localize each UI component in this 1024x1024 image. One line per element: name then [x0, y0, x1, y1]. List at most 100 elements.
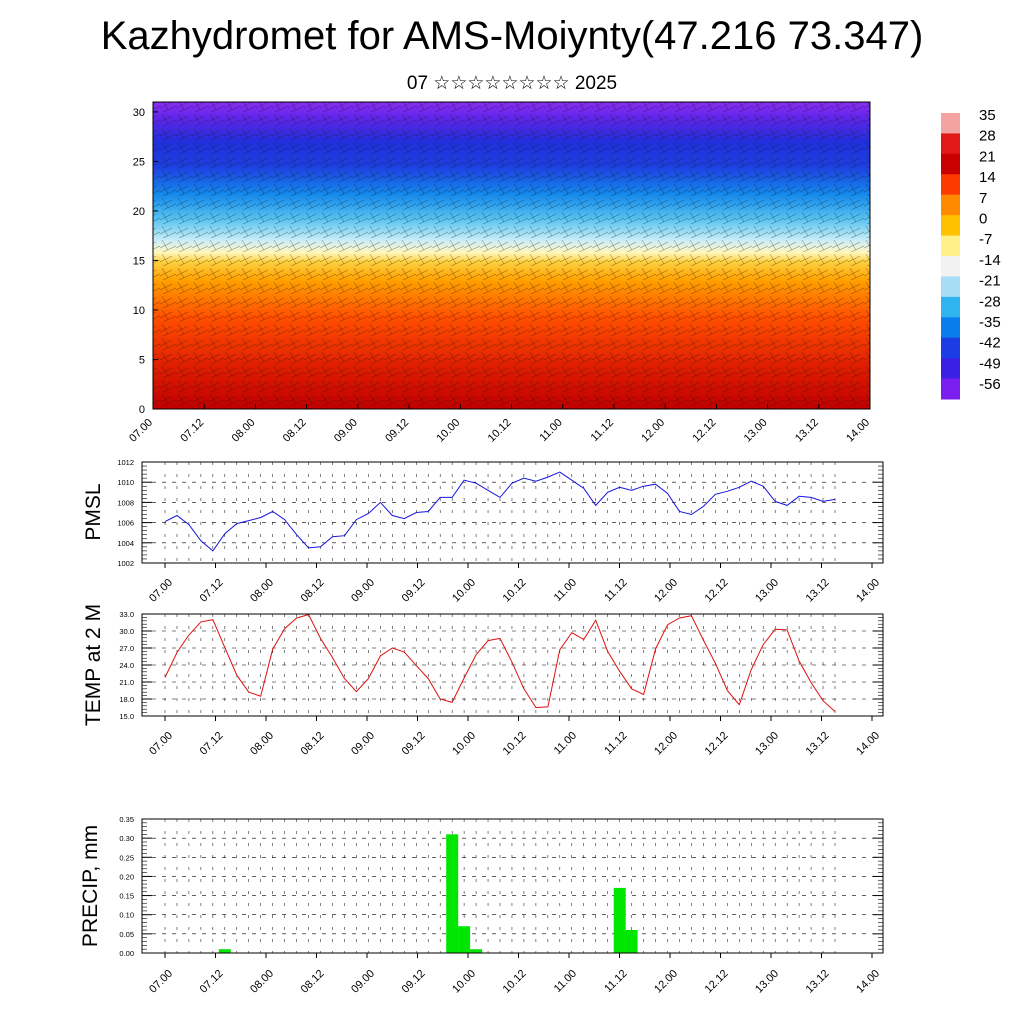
- pmsl-xtick-label: 09.00: [349, 577, 377, 605]
- temp-xtick-label: 09.00: [349, 730, 377, 758]
- precip-xtick-label: 07.00: [147, 968, 175, 996]
- section-xtick-label: 08.12: [281, 417, 309, 445]
- section-xtick-label: 14.00: [844, 417, 872, 445]
- colorbar-label: 7: [979, 190, 987, 207]
- pmsl-xtick-label: 14.00: [854, 577, 882, 605]
- temp-ylabel: TEMP at 2 M: [82, 604, 105, 726]
- precip-panel: 0.00 0.05 0.10 0.15 0.20 0.25 0.30 0.35 07.00 07…: [79, 815, 884, 996]
- section-ytick-label: 5: [139, 354, 145, 366]
- colorbar-label: 14: [979, 169, 996, 186]
- section-ytick-label: 0: [139, 404, 145, 416]
- precip-xtick-label: 13.12: [804, 968, 832, 996]
- temp-xtick-label: 12.12: [703, 730, 731, 758]
- pmsl-xtick-label: 12.00: [652, 577, 680, 605]
- colorbar-swatch: [941, 113, 960, 134]
- precip-ytick-label: 0.20: [119, 872, 134, 881]
- colorbar-label: 21: [979, 148, 996, 165]
- section-xtick-label: 07.00: [127, 417, 155, 445]
- colorbar-label: -21: [979, 273, 1001, 290]
- pmsl-xtick-label: 11.00: [552, 577, 579, 604]
- colorbar-label: -7: [979, 231, 992, 248]
- precip-ytick-label: 0.30: [119, 834, 134, 843]
- section-xtick-label: 10.00: [434, 417, 462, 445]
- pmsl-ytick-label: 1012: [117, 458, 134, 467]
- section-xtick-label: 12.12: [691, 417, 719, 445]
- precip-xtick-label: 13.00: [753, 968, 781, 996]
- section-ytick-label: 15: [133, 255, 145, 267]
- colorbar-label: 35: [979, 107, 996, 124]
- colorbar-swatch: [941, 215, 960, 237]
- pmsl-ytick-label: 1010: [117, 478, 134, 487]
- temp-xtick-label: 11.00: [552, 730, 579, 757]
- section-ytick-label: 30: [133, 107, 145, 119]
- section-ytick-label: 20: [133, 206, 145, 218]
- precip-xtick-label: 08.00: [248, 968, 276, 996]
- section-xtick-label: 13.12: [793, 417, 821, 445]
- temp-ytick-label: 27.0: [119, 644, 134, 653]
- temp-xtick-label: 10.12: [501, 730, 529, 758]
- temp-xtick-label: 09.12: [400, 730, 428, 758]
- precip-xtick-label: 10.12: [501, 968, 529, 996]
- precip-bar: [625, 930, 638, 953]
- colorbar-swatch: [941, 153, 960, 175]
- temp-ytick-label: 21.0: [119, 678, 134, 687]
- temp-xtick-label: 07.12: [198, 730, 226, 758]
- temp-xtick-label: 12.00: [652, 730, 680, 758]
- precip-frame: [141, 818, 884, 954]
- colorbar-swatch: [941, 194, 960, 216]
- precip-xtick-label: 11.12: [602, 968, 629, 995]
- temp-xtick-label: 14.00: [854, 730, 882, 758]
- precip-xtick-label: 12.12: [703, 968, 731, 996]
- colorbar-label: 0: [979, 211, 987, 228]
- pmsl-xtick-label: 08.12: [299, 577, 327, 605]
- pmsl-ytick-label: 1002: [117, 559, 134, 568]
- temp-xtick-label: 13.12: [804, 730, 832, 758]
- colorbar-swatch: [941, 358, 960, 380]
- pmsl-panel: 1002 1004 1006 1008 1010 1012 07.00 07.12 08.00…: [82, 458, 884, 605]
- temp-ytick-label: 18.0: [119, 695, 134, 704]
- precip-xtick-label: 12.00: [652, 968, 680, 996]
- colorbar-label: -28: [979, 293, 1001, 310]
- section-xtick-label: 08.00: [230, 417, 258, 445]
- section-xtick-label: 11.12: [589, 417, 616, 444]
- pmsl-xtick-label: 07.00: [147, 577, 175, 605]
- section-xtick-label: 13.00: [742, 417, 770, 445]
- precip-xtick-label: 14.00: [854, 968, 882, 996]
- temp-xtick-label: 13.00: [753, 730, 781, 758]
- pmsl-xtick-label: 11.12: [602, 577, 629, 604]
- colorbar-label: -56: [979, 376, 1001, 393]
- colorbar-label: -42: [979, 335, 1001, 352]
- precip-ytick-label: 0.35: [119, 815, 134, 824]
- temp-xtick-label: 11.12: [602, 730, 629, 757]
- pmsl-xtick-label: 13.12: [804, 577, 832, 605]
- temp-ytick-label: 24.0: [119, 661, 134, 670]
- colorbar-swatch: [941, 276, 960, 298]
- section-ytick-label: 25: [133, 156, 145, 168]
- section-xtick-label: 09.00: [332, 417, 360, 445]
- temp-ytick-label: 15.0: [119, 712, 134, 721]
- colorbar-swatch: [941, 256, 960, 277]
- colorbar-label: -35: [979, 314, 1001, 331]
- precip-bar: [613, 887, 626, 953]
- wind-barbs-overlay: [153, 102, 870, 409]
- pmsl-frame: [141, 461, 884, 564]
- precip-ytick-label: 0.15: [119, 892, 134, 901]
- precip-bar: [470, 949, 483, 953]
- section-xtick-label: 12.00: [639, 417, 667, 445]
- pmsl-xtick-label: 09.12: [400, 577, 428, 605]
- precip-xtick-label: 09.12: [400, 968, 428, 996]
- colorbar-label: -49: [979, 355, 1001, 372]
- section-xtick-label: 10.12: [486, 417, 514, 445]
- pmsl-ytick-label: 1008: [117, 498, 134, 507]
- precip-bar: [458, 926, 471, 953]
- colorbar-swatch: [941, 174, 960, 196]
- precip-ytick-label: 0.00: [119, 949, 134, 958]
- section-xtick-label: 11.00: [537, 417, 564, 444]
- pmsl-series-line: [164, 471, 836, 552]
- colorbar-swatch: [941, 235, 960, 257]
- temp-ytick-label: 33.0: [119, 610, 134, 619]
- colorbar-swatch: [941, 296, 960, 318]
- colorbar-label: 28: [979, 128, 996, 145]
- precip-xtick-label: 10.00: [450, 968, 478, 996]
- chart-subtitle: 07 ☆☆☆☆☆☆☆☆ 2025: [406, 73, 618, 94]
